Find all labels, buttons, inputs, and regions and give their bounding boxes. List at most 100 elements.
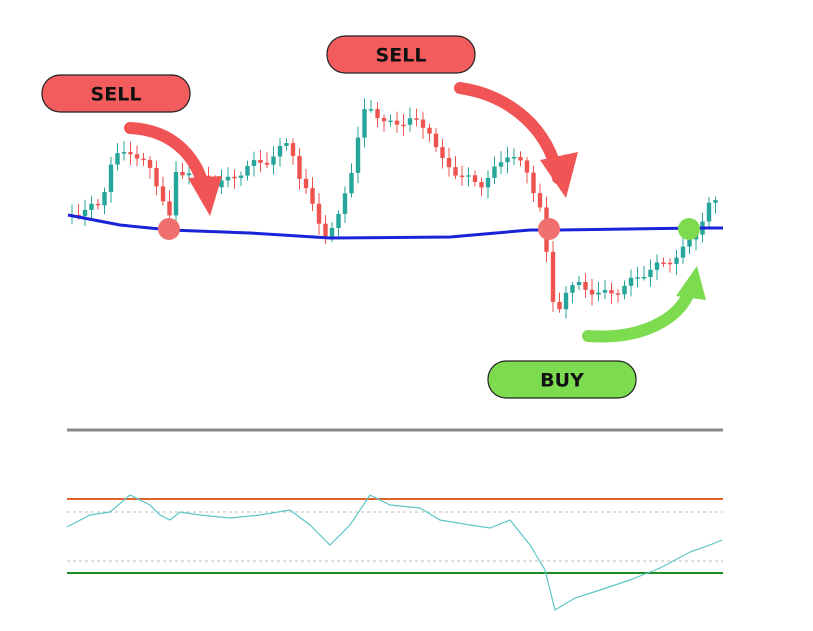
candle-body bbox=[446, 157, 452, 168]
candle-body bbox=[128, 152, 133, 155]
candle-body bbox=[453, 167, 458, 176]
candle-body bbox=[563, 292, 569, 310]
candle-body bbox=[115, 153, 120, 165]
candle-body bbox=[108, 164, 114, 193]
candle-body bbox=[713, 200, 718, 203]
candle-body bbox=[375, 109, 380, 119]
candle-body bbox=[134, 154, 140, 159]
candle-body bbox=[147, 159, 153, 168]
candle-body bbox=[511, 157, 517, 159]
candle-body bbox=[466, 175, 471, 177]
candle-body bbox=[485, 177, 491, 188]
candle-body bbox=[667, 262, 673, 265]
sell-point bbox=[538, 218, 560, 240]
candle-body bbox=[303, 178, 309, 189]
candle-body bbox=[277, 146, 283, 157]
candle-body bbox=[89, 203, 94, 210]
candle-body bbox=[141, 158, 146, 161]
candle-body bbox=[284, 143, 289, 147]
candle-body bbox=[680, 246, 686, 258]
candle-body bbox=[290, 143, 296, 156]
candle-body bbox=[349, 172, 354, 194]
candle-body bbox=[472, 175, 478, 183]
candle-body bbox=[661, 262, 666, 265]
candle-body bbox=[154, 167, 159, 187]
candle-body bbox=[628, 277, 634, 286]
candle-body bbox=[557, 301, 562, 310]
candle-body bbox=[264, 162, 270, 165]
candle-body bbox=[420, 119, 426, 128]
candle-body bbox=[674, 257, 679, 264]
candle-body bbox=[596, 292, 601, 295]
moving-average bbox=[67, 213, 723, 240]
candle-body bbox=[459, 175, 465, 178]
candle-body bbox=[167, 201, 172, 216]
candle-body bbox=[518, 157, 523, 161]
candle-body bbox=[258, 160, 263, 163]
candle-body bbox=[609, 290, 614, 294]
candle-body bbox=[589, 289, 595, 295]
candle-body bbox=[329, 227, 335, 237]
candle-body bbox=[245, 165, 250, 176]
sell-text: SELL bbox=[376, 45, 427, 67]
buy-point bbox=[678, 218, 700, 240]
sell-label: SELL bbox=[326, 35, 476, 74]
candle-body bbox=[648, 269, 653, 277]
candle-body bbox=[121, 152, 127, 154]
candle-body bbox=[602, 290, 608, 293]
candle-body bbox=[362, 109, 367, 138]
candle-body bbox=[505, 157, 510, 163]
candle-body bbox=[336, 213, 341, 228]
candle-body bbox=[251, 160, 257, 166]
sell-point bbox=[158, 218, 180, 240]
buy-label: BUY bbox=[487, 360, 637, 399]
buy-text: BUY bbox=[540, 370, 584, 392]
sell-arrow bbox=[124, 122, 222, 216]
candle-body bbox=[498, 162, 504, 167]
candle-body bbox=[225, 176, 231, 181]
candle-body bbox=[492, 166, 497, 178]
sell-arrow bbox=[454, 82, 578, 198]
candle-body bbox=[368, 109, 374, 111]
candle-body bbox=[95, 203, 101, 206]
candle-body bbox=[615, 293, 621, 295]
candle-body bbox=[706, 202, 712, 222]
candle-body bbox=[310, 188, 315, 204]
candle-body bbox=[635, 277, 640, 279]
candle-body bbox=[342, 193, 348, 214]
candle-body bbox=[537, 193, 543, 208]
candle-body bbox=[570, 285, 575, 293]
candle-body bbox=[641, 276, 647, 279]
candle-body bbox=[433, 133, 439, 148]
sell-label: SELL bbox=[41, 74, 191, 113]
candle-body bbox=[271, 156, 276, 165]
candle-body bbox=[232, 176, 237, 179]
candle-body bbox=[622, 285, 627, 295]
candle-body bbox=[297, 155, 302, 179]
candle-body bbox=[323, 223, 328, 237]
candle-body bbox=[440, 147, 445, 158]
buy-arrow bbox=[582, 266, 706, 343]
candle-body bbox=[238, 175, 244, 178]
candle-body bbox=[388, 120, 393, 123]
candle-body bbox=[401, 124, 406, 127]
candle-body bbox=[394, 120, 400, 125]
candle-body bbox=[173, 171, 179, 216]
candle-body bbox=[414, 118, 419, 120]
candle-body bbox=[102, 192, 107, 206]
candle-body bbox=[381, 118, 387, 122]
candle-body bbox=[654, 262, 660, 270]
candle-body bbox=[219, 180, 224, 188]
candle-body bbox=[180, 171, 185, 176]
candle-body bbox=[550, 251, 556, 302]
price-candles bbox=[69, 98, 718, 319]
candle-body bbox=[427, 127, 432, 134]
sell-text: SELL bbox=[91, 84, 142, 106]
oscillator-line bbox=[66, 494, 723, 611]
candle-body bbox=[687, 239, 692, 247]
candle-body bbox=[576, 282, 582, 286]
candle-body bbox=[355, 137, 361, 173]
candle-body bbox=[160, 186, 166, 202]
candle-body bbox=[583, 282, 588, 290]
